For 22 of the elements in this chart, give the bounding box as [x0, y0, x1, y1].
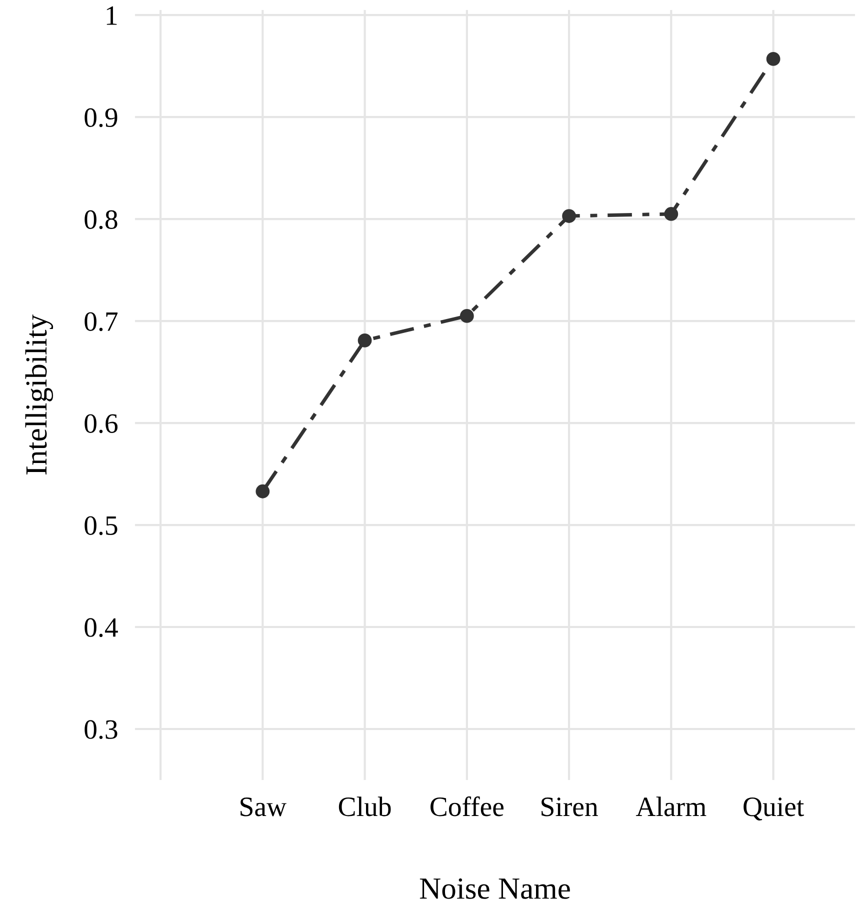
point — [766, 52, 780, 66]
x-axis-title: Noise Name — [420, 878, 570, 899]
point — [562, 209, 576, 223]
y-tick-label: 0.5 — [84, 516, 118, 536]
x-tick-label: Coffee — [430, 796, 504, 816]
y-axis-title: Intelligibility — [25, 314, 54, 475]
y-tick-label: 0.9 — [84, 108, 118, 128]
point — [256, 484, 270, 498]
point — [460, 309, 474, 323]
x-tick-label: Quiet — [744, 798, 804, 820]
x-tick-label: Alarm — [636, 796, 706, 816]
y-tick-label: 0.7 — [84, 312, 118, 332]
y-tick-label: 0.4 — [84, 618, 118, 638]
y-tick-label: 0.3 — [84, 720, 118, 740]
point — [664, 207, 678, 221]
y-tick-label: 0.8 — [84, 210, 118, 230]
y-tick-label: 1 — [106, 6, 117, 25]
point — [358, 333, 372, 348]
x-tick-label: Saw — [240, 798, 286, 816]
y-tick-label: 0.6 — [84, 414, 118, 434]
x-tick-label: Club — [338, 796, 391, 816]
x-tick-label: Siren — [542, 798, 598, 816]
